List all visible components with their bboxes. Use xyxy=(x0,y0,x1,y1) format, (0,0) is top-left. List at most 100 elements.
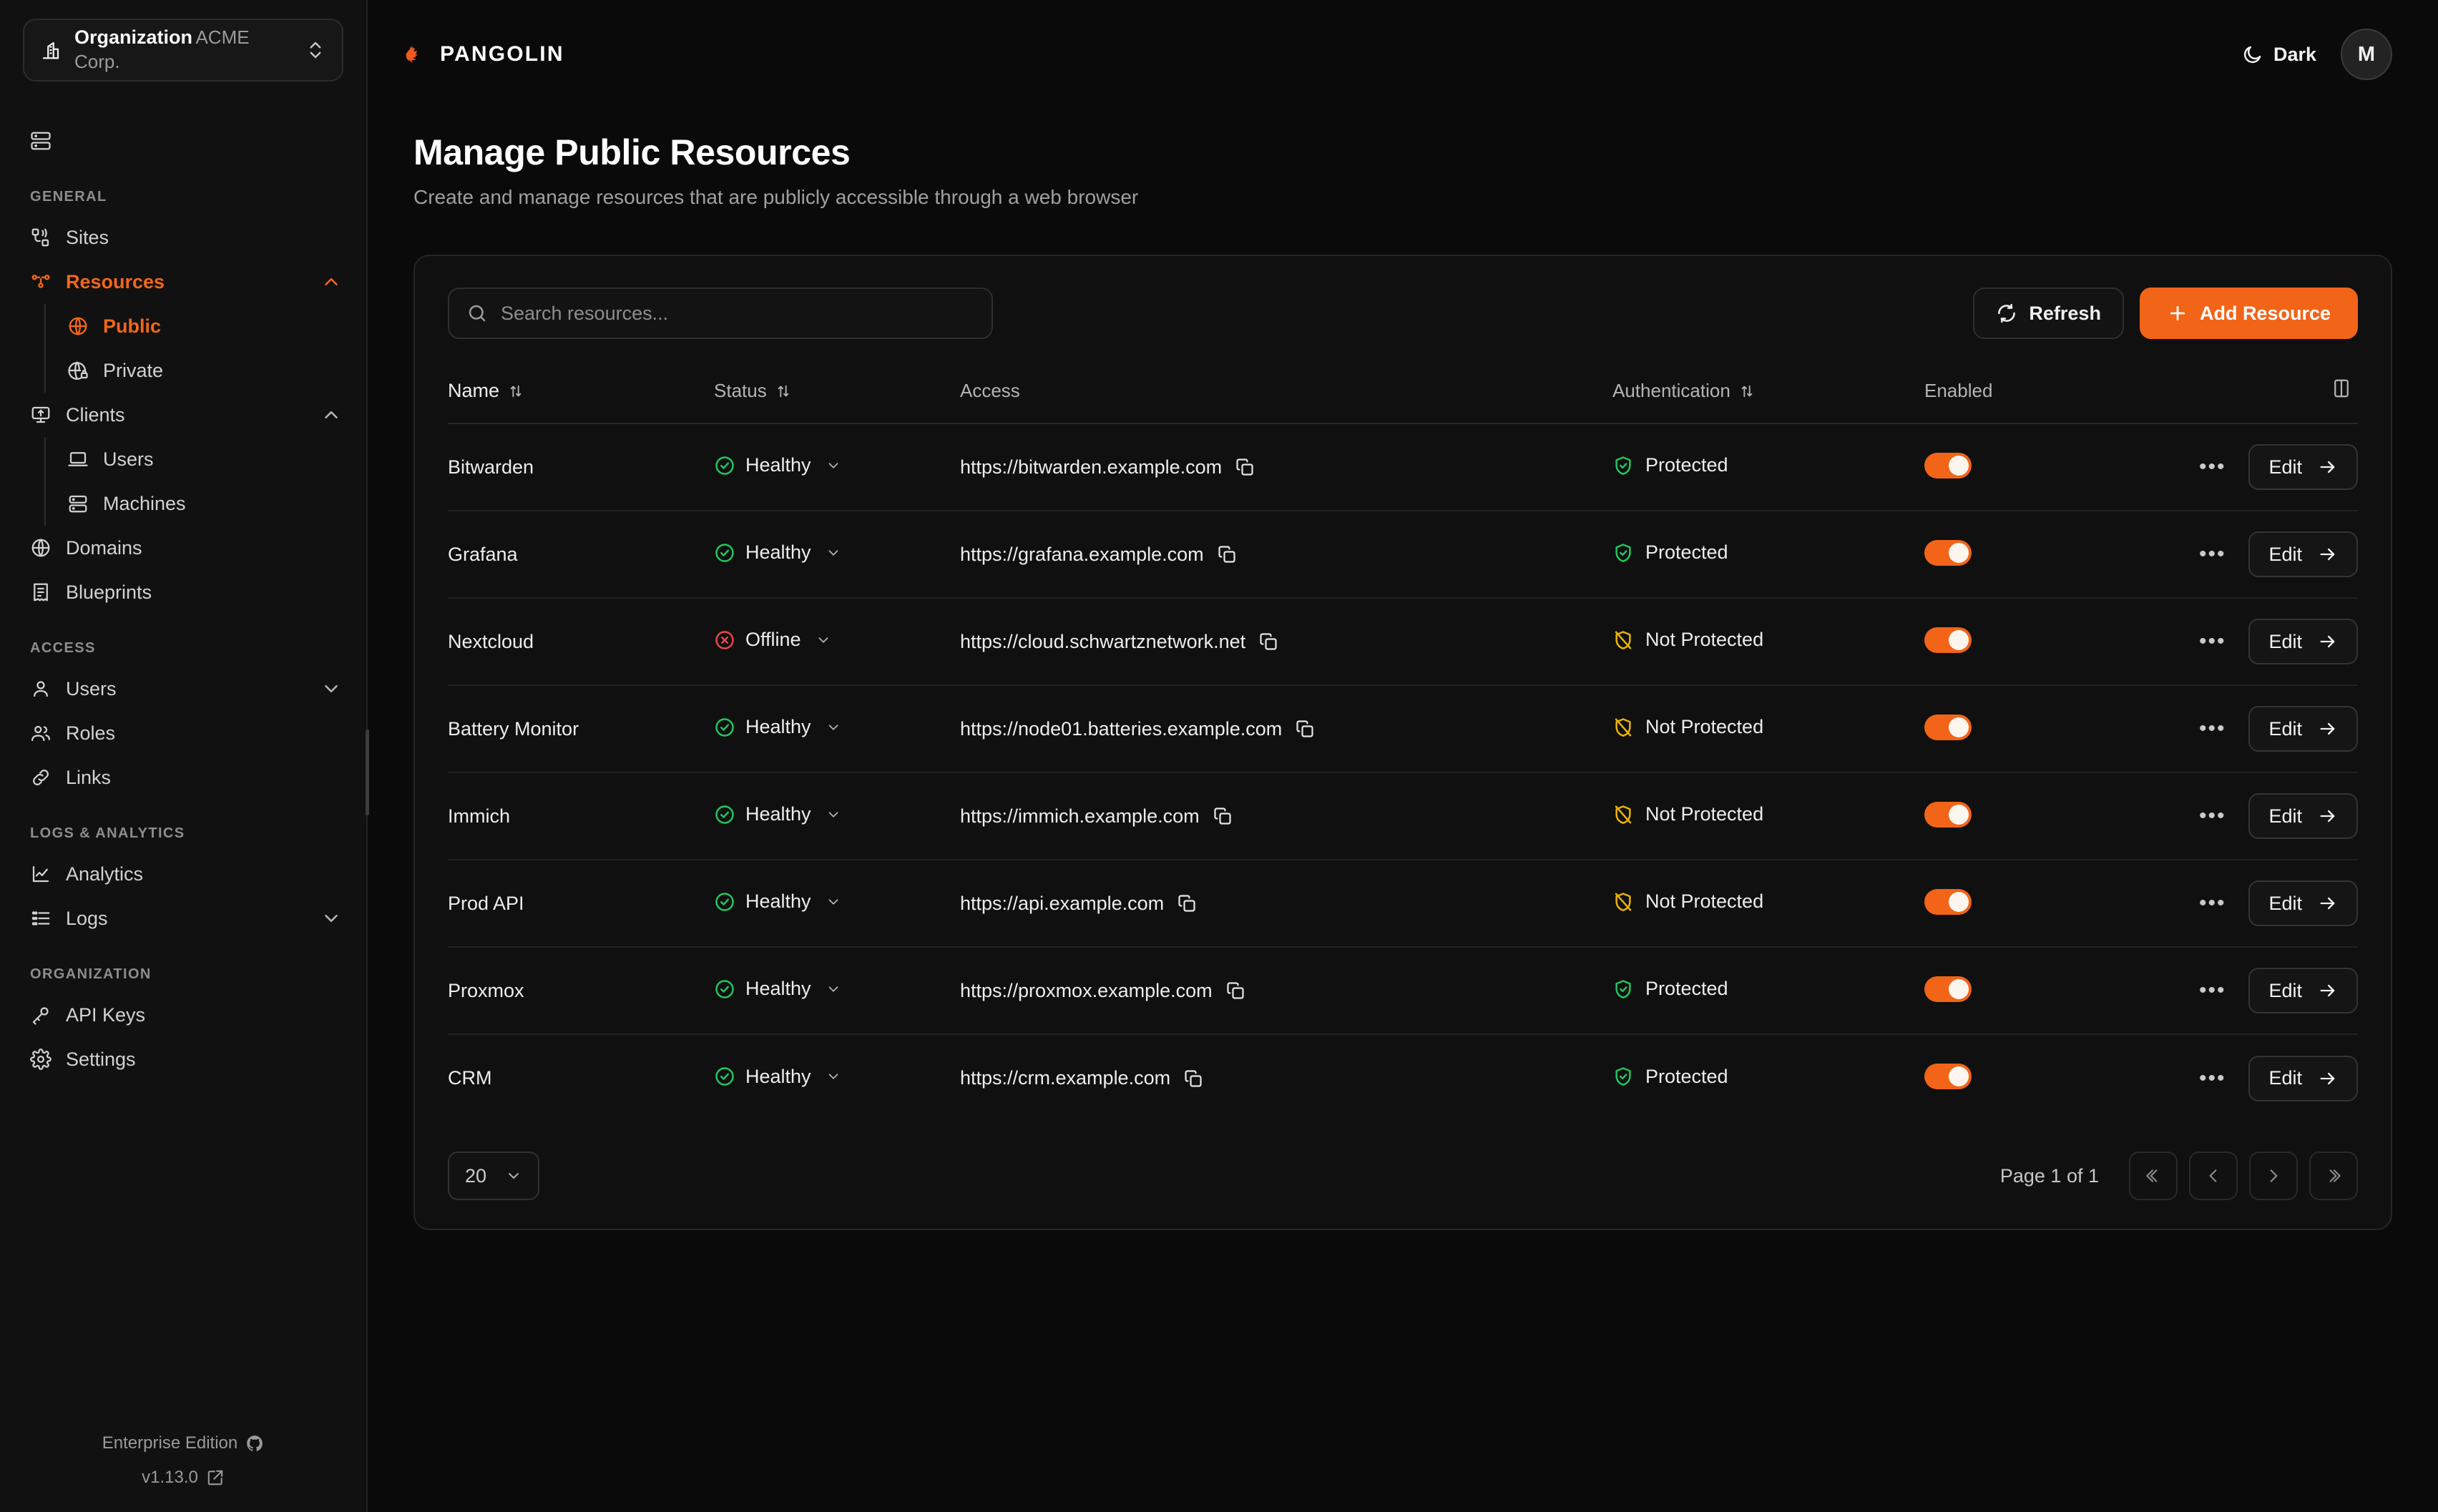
organization-switcher[interactable]: Organization ACME Corp. xyxy=(23,19,343,82)
sidebar-item-users[interactable]: Users xyxy=(0,667,366,711)
status-badge[interactable]: Healthy xyxy=(714,454,841,476)
search-input[interactable] xyxy=(501,302,974,325)
sidebar-item-machines[interactable]: Machines xyxy=(46,481,366,526)
external-link-icon[interactable] xyxy=(206,1468,225,1487)
sidebar-item-logs[interactable]: Logs xyxy=(0,896,366,941)
table-row[interactable]: Bitwarden Healthy https://bitwarden.exampl… xyxy=(448,423,2358,511)
sidebar-item-public[interactable]: Public xyxy=(46,304,366,348)
avatar[interactable]: M xyxy=(2341,29,2392,80)
sidebar-item-roles[interactable]: Roles xyxy=(0,711,366,755)
next-page-button[interactable] xyxy=(2249,1152,2298,1200)
row-menu-button[interactable]: ••• xyxy=(2198,717,2226,740)
edit-button[interactable]: Edit xyxy=(2248,880,2358,926)
refresh-button[interactable]: Refresh xyxy=(1973,288,2124,339)
chevron-down-icon[interactable] xyxy=(320,908,342,929)
sidebar-item-resources[interactable]: Resources xyxy=(0,260,366,304)
enabled-toggle[interactable] xyxy=(1924,627,1972,653)
enabled-toggle[interactable] xyxy=(1924,539,1972,566)
column-header-name[interactable]: Name xyxy=(448,368,714,424)
chevron-down-icon[interactable] xyxy=(826,545,841,561)
table-row[interactable]: Nextcloud Offline https://cloud.schwartzne… xyxy=(448,598,2358,686)
edit-button[interactable]: Edit xyxy=(2248,531,2358,577)
last-page-button[interactable] xyxy=(2309,1152,2358,1200)
sidebar-item-private[interactable]: Private xyxy=(46,348,366,393)
status-badge[interactable]: Healthy xyxy=(714,541,841,564)
chevron-down-icon[interactable] xyxy=(320,678,342,699)
sidebar-item-server-admin[interactable] xyxy=(0,119,366,163)
brand[interactable]: PANGOLIN xyxy=(395,38,564,71)
chevron-down-icon[interactable] xyxy=(826,807,841,823)
edit-button[interactable]: Edit xyxy=(2248,968,2358,1013)
row-menu-button[interactable]: ••• xyxy=(2198,1066,2226,1090)
enabled-toggle[interactable] xyxy=(1924,976,1972,1002)
sort-icon[interactable] xyxy=(775,383,791,399)
status-badge[interactable]: Healthy xyxy=(714,978,841,1000)
github-icon[interactable] xyxy=(245,1434,264,1453)
chevron-down-icon[interactable] xyxy=(826,1069,841,1084)
sidebar-item-domains[interactable]: Domains xyxy=(0,526,366,570)
enabled-toggle[interactable] xyxy=(1924,801,1972,828)
copy-icon[interactable] xyxy=(1177,893,1197,913)
sidebar-item-settings[interactable]: Settings xyxy=(0,1037,366,1081)
page-size-select[interactable]: 20 xyxy=(448,1152,540,1200)
edit-button[interactable]: Edit xyxy=(2248,444,2358,490)
copy-icon[interactable] xyxy=(1217,544,1237,564)
sidebar-scrollbar[interactable] xyxy=(366,730,369,815)
edit-button[interactable]: Edit xyxy=(2248,793,2358,839)
status-badge[interactable]: Healthy xyxy=(714,716,841,738)
sidebar-item-client-users[interactable]: Users xyxy=(46,437,366,481)
copy-icon[interactable] xyxy=(1225,981,1245,1001)
status-badge[interactable]: Healthy xyxy=(714,803,841,825)
first-page-button[interactable] xyxy=(2129,1152,2178,1200)
edition-row[interactable]: Enterprise Edition xyxy=(0,1433,366,1453)
status-badge[interactable]: Offline xyxy=(714,629,831,651)
row-menu-button[interactable]: ••• xyxy=(2198,978,2226,1002)
copy-icon[interactable] xyxy=(1258,632,1278,652)
status-badge[interactable]: Healthy xyxy=(714,1066,841,1088)
edit-button[interactable]: Edit xyxy=(2248,706,2358,752)
version-row[interactable]: v1.13.0 xyxy=(0,1468,366,1488)
sidebar-item-links[interactable]: Links xyxy=(0,755,366,800)
copy-icon[interactable] xyxy=(1213,806,1233,826)
sidebar-item-blueprints[interactable]: Blueprints xyxy=(0,570,366,614)
chevron-up-icon[interactable] xyxy=(320,271,342,293)
table-row[interactable]: Prod API Healthy https://api.example.com No… xyxy=(448,860,2358,948)
previous-page-button[interactable] xyxy=(2189,1152,2238,1200)
chevron-down-icon[interactable] xyxy=(826,458,841,473)
table-row[interactable]: Grafana Healthy https://grafana.example.co… xyxy=(448,511,2358,599)
column-header-authentication[interactable]: Authentication xyxy=(1612,368,1924,424)
enabled-toggle[interactable] xyxy=(1924,714,1972,740)
row-menu-button[interactable]: ••• xyxy=(2198,804,2226,828)
chevron-down-icon[interactable] xyxy=(826,981,841,997)
table-row[interactable]: Battery Monitor Healthy https://node01.bat… xyxy=(448,685,2358,773)
copy-icon[interactable] xyxy=(1183,1069,1203,1089)
add-resource-button[interactable]: Add Resource xyxy=(2139,288,2358,339)
edit-button[interactable]: Edit xyxy=(2248,1055,2358,1101)
chevron-up-icon[interactable] xyxy=(320,404,342,426)
copy-icon[interactable] xyxy=(1295,719,1315,739)
search-box[interactable] xyxy=(448,288,993,339)
sidebar-item-analytics[interactable]: Analytics xyxy=(0,852,366,896)
columns-toggle-icon[interactable] xyxy=(2331,378,2352,399)
column-header-status[interactable]: Status xyxy=(714,368,960,424)
table-row[interactable]: Proxmox Healthy https://proxmox.example.co… xyxy=(448,947,2358,1035)
chevron-down-icon[interactable] xyxy=(816,632,831,648)
row-menu-button[interactable]: ••• xyxy=(2198,542,2226,566)
chevron-down-icon[interactable] xyxy=(826,720,841,735)
chevron-down-icon[interactable] xyxy=(826,894,841,910)
sidebar-item-clients[interactable]: Clients xyxy=(0,393,366,437)
enabled-toggle[interactable] xyxy=(1924,888,1972,915)
enabled-toggle[interactable] xyxy=(1924,452,1972,478)
theme-toggle[interactable]: Dark xyxy=(2242,44,2316,66)
table-row[interactable]: CRM Healthy https://crm.example.com Protect… xyxy=(448,1034,2358,1121)
sidebar-item-sites[interactable]: Sites xyxy=(0,215,366,260)
copy-icon[interactable] xyxy=(1235,457,1255,477)
enabled-toggle[interactable] xyxy=(1924,1064,1972,1089)
sidebar-item-api-keys[interactable]: API Keys xyxy=(0,993,366,1037)
table-row[interactable]: Immich Healthy https://immich.example.com N… xyxy=(448,772,2358,860)
edit-button[interactable]: Edit xyxy=(2248,619,2358,664)
row-menu-button[interactable]: ••• xyxy=(2198,629,2226,653)
sort-icon[interactable] xyxy=(508,383,524,399)
row-menu-button[interactable]: ••• xyxy=(2198,455,2226,478)
row-menu-button[interactable]: ••• xyxy=(2198,891,2226,915)
